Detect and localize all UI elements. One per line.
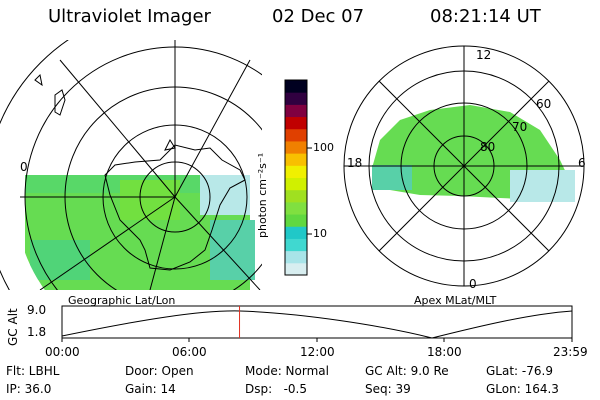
colorbar-band <box>285 140 307 154</box>
right-aurora-image <box>372 105 575 202</box>
colorbar-band <box>285 92 307 105</box>
right-map-label: Apex MLat/MLT <box>414 294 497 307</box>
mlat-label-70: 70 <box>512 120 528 134</box>
colorbar-band <box>285 189 307 203</box>
colorbar-band <box>285 165 307 178</box>
left-map-edge-label: 0 <box>20 160 28 174</box>
mlt-label-6: 6 <box>578 156 586 170</box>
gc-alt-info: GC Alt: 9.0 Re <box>365 364 449 378</box>
colorbar-band <box>285 262 307 276</box>
xtick-2359: 23:59 <box>553 345 588 359</box>
colorbar-band <box>285 116 307 130</box>
mlt-label-18: 18 <box>347 156 363 170</box>
door-info: Door: Open <box>125 364 194 378</box>
colorbar-tick-100: 100 <box>313 141 334 154</box>
altitude-ytick-low: 1.8 <box>27 325 47 339</box>
colorbar-band <box>285 238 307 252</box>
glon-info: GLon: 164.3 <box>486 382 559 396</box>
left-aurora-image <box>25 175 255 290</box>
altitude-ylabel: GC Alt <box>6 308 20 346</box>
altitude-ytick-high: 9.0 <box>27 303 47 317</box>
colorbar-band <box>285 226 307 239</box>
filter-info: Flt: LBHL <box>6 364 60 378</box>
mlat-label-60: 60 <box>536 97 552 111</box>
ip-info: IP: 36.0 <box>6 382 52 396</box>
instrument-title: Ultraviolet Imager <box>48 6 211 27</box>
date-label: 02 Dec 07 <box>272 6 365 27</box>
seq-info: Seq: 39 <box>365 382 411 396</box>
colorbar-band <box>285 128 307 142</box>
colorbar-band <box>285 214 307 227</box>
xtick-1200: 12:00 <box>300 345 335 359</box>
colorbar-band <box>285 201 307 215</box>
left-map-label: Geographic Lat/Lon <box>68 294 176 307</box>
colorbar-band <box>285 153 307 166</box>
mlt-label-0: 0 <box>469 277 477 291</box>
mode-info: Mode: Normal <box>245 364 329 378</box>
colorbar-band <box>285 250 307 264</box>
mlat-label-80: 80 <box>480 140 496 154</box>
time-label: 08:21:14 UT <box>430 6 541 27</box>
colorbar-band <box>285 80 307 93</box>
dsp-info: Dsp: -0.5 <box>245 382 308 396</box>
xtick-1800: 18:00 <box>427 345 462 359</box>
colorbar-tick-10: 10 <box>313 227 327 240</box>
glat-info: GLat: -76.9 <box>486 364 553 378</box>
xtick-0600: 06:00 <box>172 345 207 359</box>
colorbar-band <box>285 104 307 118</box>
colorbar-band <box>285 177 307 191</box>
mlt-label-12: 12 <box>476 48 492 62</box>
gain-info: Gain: 14 <box>125 382 176 396</box>
xtick-0000: 00:00 <box>45 345 80 359</box>
